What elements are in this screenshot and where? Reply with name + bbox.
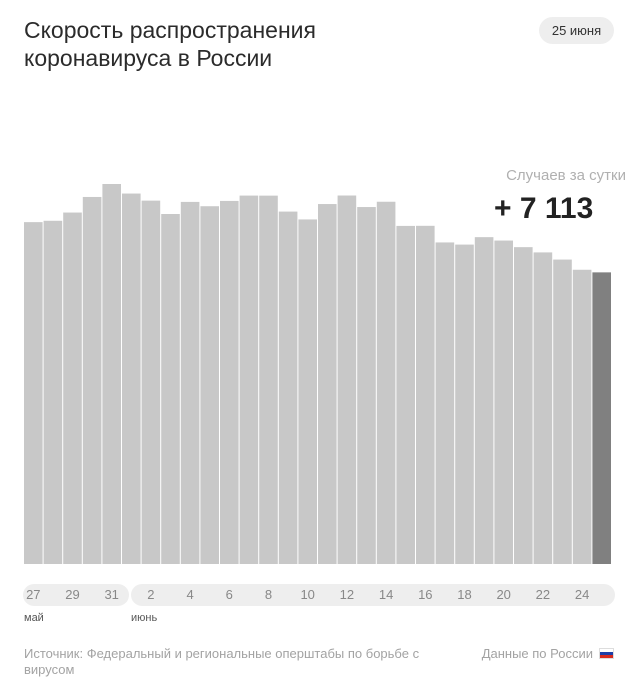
- axis-segment-june: [131, 584, 615, 606]
- date-badge: 25 июня: [539, 17, 614, 44]
- x-tick-label: 24: [574, 587, 590, 602]
- russia-data-link-label: Данные по России: [481, 646, 593, 661]
- bar-20-июня: [494, 240, 513, 565]
- bar-4-июня: [180, 201, 200, 565]
- bar-11-июня: [318, 204, 337, 565]
- bar-1-июня: [122, 193, 141, 565]
- page-title: Скорость распространения коронавируса в …: [24, 17, 316, 71]
- x-tick-label: 22: [535, 587, 551, 602]
- bar-13-июня: [357, 207, 376, 565]
- bar-17-июня: [435, 242, 455, 564]
- x-tick-label: 31: [104, 587, 119, 602]
- bar-29-мая: [63, 212, 82, 565]
- bar-28-мая: [43, 220, 63, 564]
- bar-30-мая: [82, 196, 102, 564]
- bar-18-июня: [455, 244, 474, 564]
- x-tick-label: 16: [418, 587, 433, 602]
- x-tick-label: 20: [496, 587, 511, 602]
- x-tick-label: 27: [26, 587, 41, 602]
- x-tick-label: 10: [300, 587, 315, 602]
- bar-23-июня: [553, 259, 572, 564]
- date-axis: 27 29 31 2 4 6 8 10 12 14 16 18 20 22 24: [23, 584, 615, 606]
- bar-9-июня: [278, 211, 298, 564]
- month-label-june: июнь: [131, 612, 158, 624]
- bar-25-июня: [592, 272, 611, 564]
- bar-27-мая: [24, 222, 43, 564]
- bar-16-июня: [416, 225, 435, 564]
- source-note: Источник: Федеральный и региональные опе…: [24, 646, 420, 677]
- bar-7-июня: [239, 195, 259, 564]
- bar-19-июня: [474, 237, 494, 564]
- x-tick-label: 2: [147, 587, 155, 602]
- axis-segment-may: [23, 584, 129, 606]
- bars-group: [24, 184, 611, 565]
- bar-6-июня: [220, 200, 239, 564]
- bar-12-июня: [337, 195, 357, 564]
- x-tick-label: 12: [339, 587, 355, 602]
- daily-cases-value: + 7 113: [494, 192, 594, 225]
- bar-10-июня: [298, 219, 317, 564]
- bar-5-июня: [200, 206, 219, 564]
- bar-21-июня: [514, 247, 533, 564]
- bar-2-июня: [141, 200, 161, 565]
- russia-flag-icon: [599, 648, 614, 659]
- bar-8-июня: [259, 195, 278, 564]
- x-tick-label: 4: [186, 587, 194, 602]
- bar-24-июня: [572, 269, 592, 564]
- x-tick-label: 6: [225, 587, 233, 602]
- bar-31-мая: [102, 184, 121, 564]
- x-tick-label: 18: [457, 587, 472, 602]
- daily-cases-label: Случаев за сутки: [506, 167, 626, 184]
- bar-3-июня: [161, 214, 180, 564]
- month-label-may: май: [24, 612, 44, 624]
- bar-14-июня: [376, 201, 396, 564]
- bar-22-июня: [533, 252, 553, 564]
- x-tick-label: 8: [264, 587, 273, 602]
- x-tick-label: 14: [378, 587, 394, 602]
- russia-data-link[interactable]: Данные по России: [482, 646, 614, 661]
- x-tick-label: 29: [65, 587, 80, 602]
- bar-15-июня: [396, 225, 415, 564]
